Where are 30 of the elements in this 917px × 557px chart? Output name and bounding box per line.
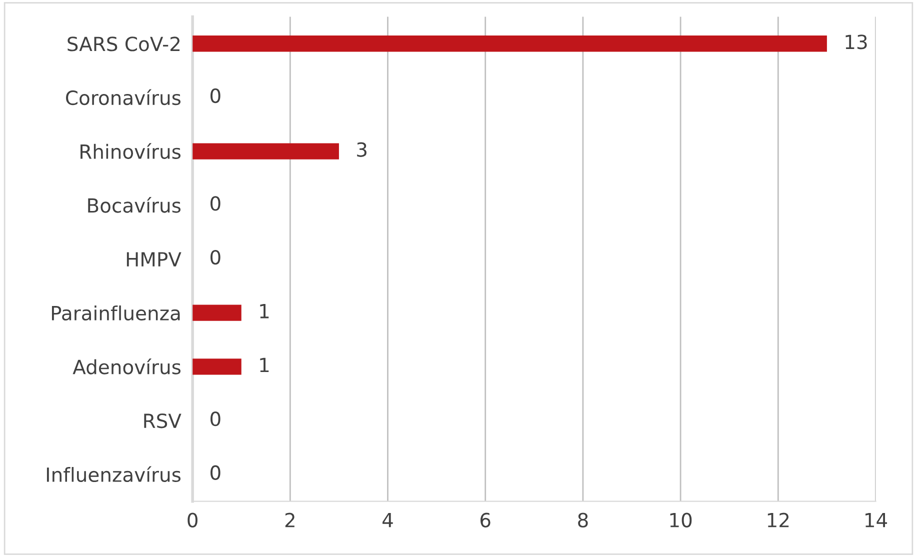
data-label: 3 xyxy=(357,142,366,157)
y-tick-label: HMPV xyxy=(126,252,182,266)
data-label: 1 xyxy=(260,304,269,318)
data-label: 0 xyxy=(210,411,220,426)
x-tick-label: 8 xyxy=(578,512,588,528)
y-tick-label: Influenzavírus xyxy=(46,466,181,482)
bar xyxy=(192,358,242,375)
y-tick-label: Adenovírus xyxy=(72,358,181,374)
x-tick-label: 4 xyxy=(382,513,393,528)
data-label: 0 xyxy=(210,88,220,104)
data-label: 0 xyxy=(210,465,220,480)
y-tick-label: Coronavírus xyxy=(66,89,181,106)
x-tick-label: 0 xyxy=(188,512,198,528)
bar xyxy=(192,304,242,321)
bar xyxy=(192,36,827,52)
data-label: 0 xyxy=(210,250,220,265)
data-label: 1 xyxy=(260,358,269,372)
x-tick-label: 12 xyxy=(768,512,789,528)
x-tick-label: 14 xyxy=(866,513,888,528)
y-tick-label: SARS CoV-2 xyxy=(68,36,180,52)
x-tick-label: 2 xyxy=(285,512,294,528)
y-tick-label: Parainfluenza xyxy=(52,305,180,321)
bar xyxy=(192,143,339,160)
y-tick-label: RSV xyxy=(144,413,182,428)
x-tick-label: 10 xyxy=(670,512,692,528)
data-label: 13 xyxy=(846,34,867,50)
y-tick-label: Bocavírus xyxy=(88,196,181,213)
data-label: 0 xyxy=(210,196,220,211)
x-tick-label: 6 xyxy=(480,512,490,528)
y-tick-label: Rhinovírus xyxy=(80,143,181,159)
